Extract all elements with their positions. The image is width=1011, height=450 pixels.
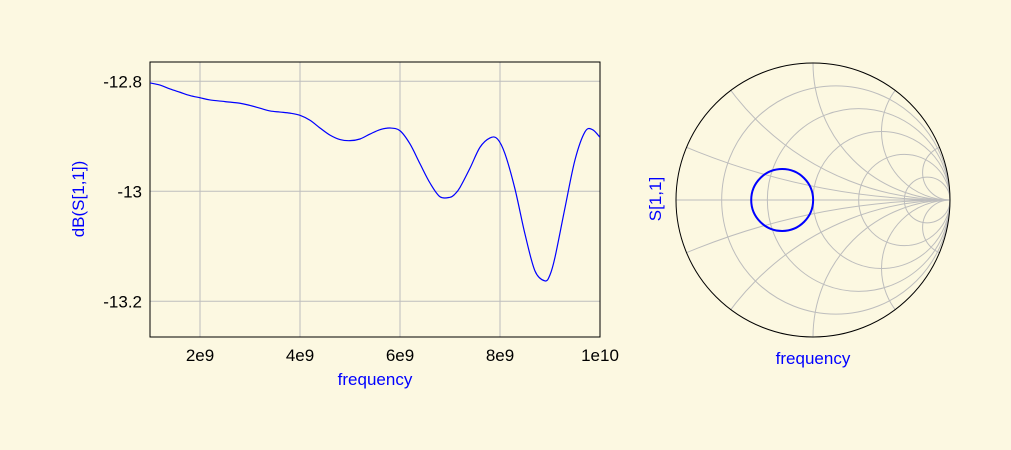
db-chart-frame <box>149 61 601 338</box>
smith-reactance-arc <box>812 199 950 337</box>
smith-reactance-arc <box>812 63 950 201</box>
smith-resistance-circle <box>903 176 950 224</box>
smith-reactance-arc <box>676 63 950 201</box>
db-chart-x-axis-title: frequency <box>338 370 413 389</box>
smith-reactance-arc <box>676 63 950 201</box>
db-chart-x-tick-label: 2e9 <box>186 346 214 365</box>
db-chart-y-tick-label: -13 <box>117 182 142 201</box>
smith-chart-x-axis-title: frequency <box>776 349 851 368</box>
smith-chart-y-axis-title: S[1,1] <box>646 177 665 221</box>
smith-reactance-arc <box>881 63 950 201</box>
smith-reactance-arc <box>881 199 950 337</box>
smith-reactance-arc <box>676 199 950 337</box>
db-chart-x-tick-label: 4e9 <box>286 346 314 365</box>
db-chart-y-axis-title: dB(S[1,1]) <box>69 161 88 238</box>
smith-chart-boundary <box>675 62 951 338</box>
db-chart-x-tick-labels: 2e9 4e9 6e9 8e9 1e10 <box>186 346 619 365</box>
db-chart-y-tick-labels: -12.8 -13 -13.2 <box>103 72 142 311</box>
db-chart-grid <box>150 62 601 337</box>
db-chart-x-tick-label: 1e10 <box>581 346 619 365</box>
db-chart-x-tick-label: 8e9 <box>486 346 514 365</box>
db-chart-y-tick-label: -12.8 <box>103 72 142 91</box>
db-s11-line-chart: 2e9 4e9 6e9 8e9 1e10 -12.8 -13 -13.2 frequency… <box>69 61 619 389</box>
smith-resistance-circle <box>766 108 950 292</box>
s11-smith-chart: frequency S[1,1] <box>646 62 951 368</box>
s11-smith-trace <box>750 168 815 232</box>
db-chart-x-tick-label: 6e9 <box>386 346 414 365</box>
s11-db-series-line <box>150 82 600 282</box>
db-chart-y-tick-label: -13.2 <box>103 292 142 311</box>
